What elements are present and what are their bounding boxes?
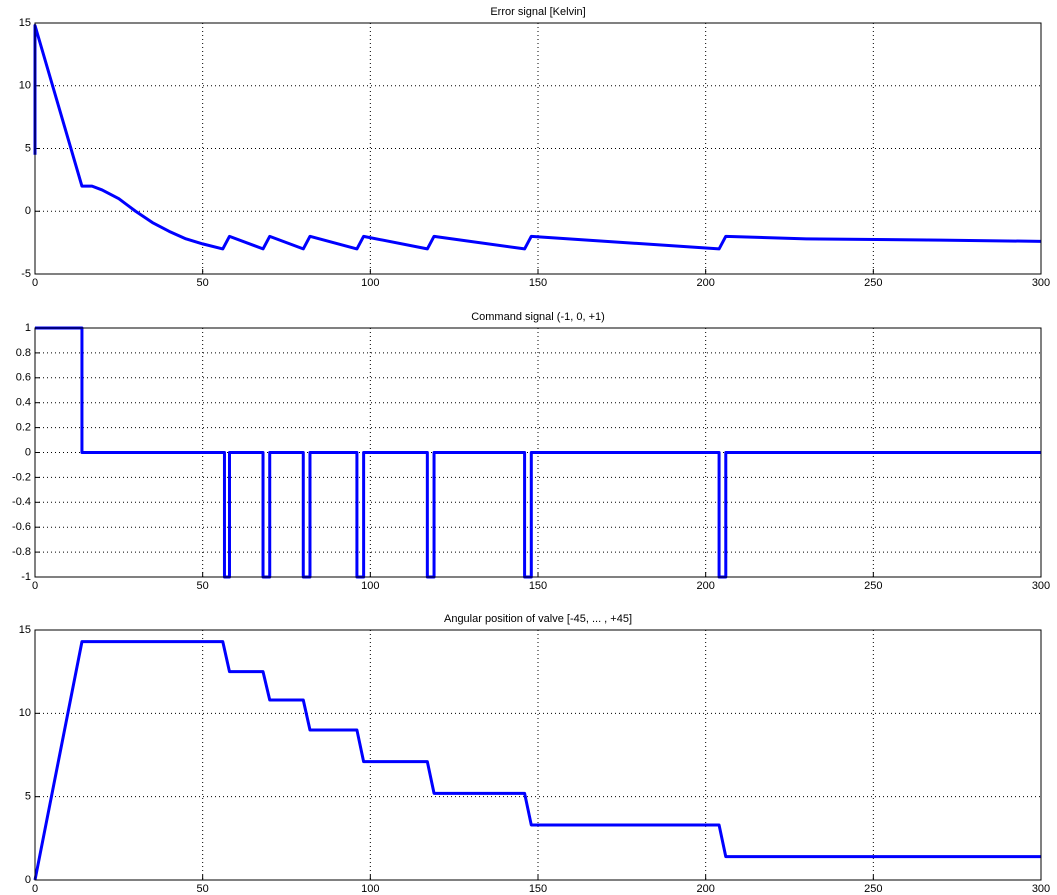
y-tick-label: 0.6 xyxy=(16,372,31,384)
y-tick-label: 15 xyxy=(19,624,31,636)
x-tick-label: 250 xyxy=(864,883,882,895)
data-line xyxy=(35,326,1041,579)
chart-title: Error signal [Kelvin] xyxy=(490,6,585,18)
x-tick-label: 100 xyxy=(361,580,379,592)
x-tick-label: 0 xyxy=(32,580,38,592)
y-tick-label: 1 xyxy=(25,322,31,334)
x-tick-label: 300 xyxy=(1032,883,1050,895)
y-tick-label: 10 xyxy=(19,707,31,719)
axes-box xyxy=(34,327,1042,578)
x-tick-label: 200 xyxy=(696,883,714,895)
data-line xyxy=(33,640,1041,881)
x-tick-label: 250 xyxy=(864,277,882,289)
data-line xyxy=(33,24,1042,251)
x-tick-label: 100 xyxy=(361,883,379,895)
y-tick-label: 5 xyxy=(25,791,31,803)
x-tick-label: 0 xyxy=(32,883,38,895)
y-tick-label: -5 xyxy=(21,268,31,280)
y-tick-label: -0.8 xyxy=(12,546,31,558)
y-tick-label: 5 xyxy=(25,142,31,154)
x-tick-label: 300 xyxy=(1032,580,1050,592)
y-tick-label: 0 xyxy=(25,446,31,458)
y-tick-label: -0.2 xyxy=(12,471,31,483)
x-tick-label: 200 xyxy=(696,580,714,592)
chart-title: Angular position of valve [-45, ... , +4… xyxy=(444,613,632,625)
x-tick-label: 0 xyxy=(32,277,38,289)
x-tick-label: 50 xyxy=(197,277,209,289)
axes-box xyxy=(34,22,1042,275)
x-tick-label: 100 xyxy=(361,277,379,289)
y-tick-label: 15 xyxy=(19,17,31,29)
y-tick-label: -1 xyxy=(21,571,31,583)
y-tick-label: 0.2 xyxy=(16,422,31,434)
y-tick-label: 0 xyxy=(25,874,31,886)
x-tick-label: 50 xyxy=(197,580,209,592)
y-tick-label: -0.6 xyxy=(12,521,31,533)
chart-title: Command signal (-1, 0, +1) xyxy=(471,311,605,323)
y-tick-label: 10 xyxy=(19,80,31,92)
x-tick-label: 150 xyxy=(529,277,547,289)
x-tick-label: 150 xyxy=(529,883,547,895)
y-tick-label: 0 xyxy=(25,205,31,217)
x-tick-label: 250 xyxy=(864,580,882,592)
y-tick-label: -0.4 xyxy=(12,496,31,508)
x-tick-label: 50 xyxy=(197,883,209,895)
plot-area xyxy=(35,23,1041,274)
axes-box xyxy=(34,629,1042,881)
x-tick-label: 300 xyxy=(1032,277,1050,289)
x-tick-label: 200 xyxy=(696,277,714,289)
y-tick-label: 0.8 xyxy=(16,347,31,359)
x-tick-label: 150 xyxy=(529,580,547,592)
y-tick-label: 0.4 xyxy=(16,397,31,409)
